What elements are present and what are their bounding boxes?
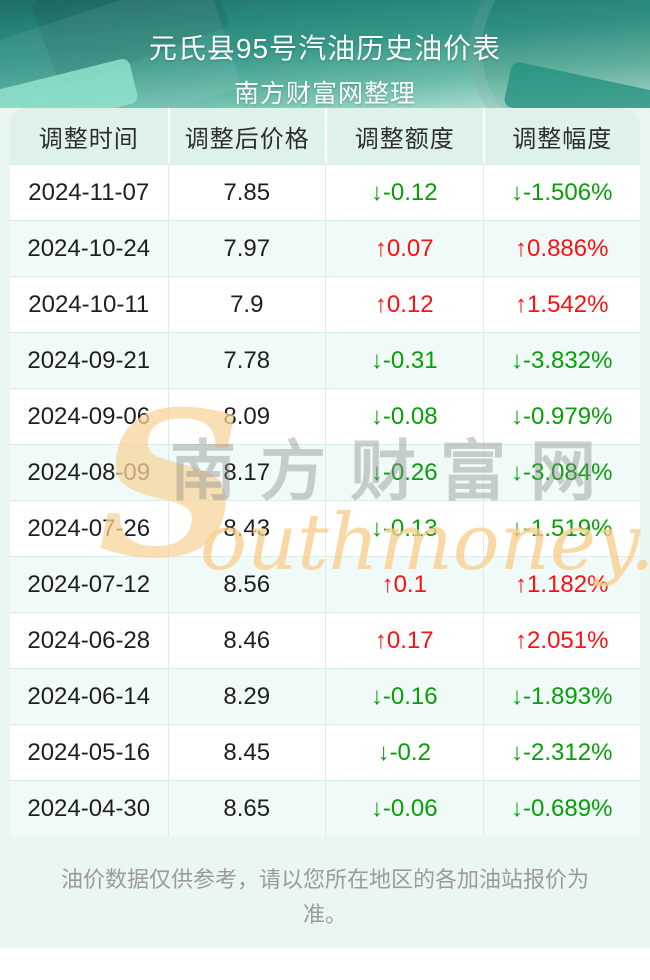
percent-cell: ↑2.051% bbox=[482, 612, 640, 668]
table-row: 2024-08-09 8.17 ↓-0.26 ↓-3.084% bbox=[10, 444, 640, 500]
table-row: 2024-06-28 8.46 ↑0.17 ↑2.051% bbox=[10, 612, 640, 668]
column-header-1: 调整时间 bbox=[10, 108, 168, 164]
percent-cell: ↓-3.832% bbox=[482, 332, 640, 388]
date-cell: 2024-11-07 bbox=[10, 164, 168, 220]
oil-price-history-table: 调整时间 调整后价格 调整额度 调整幅度 2024-11-07 7.85 ↓-0.12 ↓-… bbox=[10, 108, 640, 836]
change-cell: ↓-0.13 bbox=[325, 500, 483, 556]
change-cell: ↑0.07 bbox=[325, 220, 483, 276]
percent-cell: ↑0.886% bbox=[482, 220, 640, 276]
table-row: 2024-09-06 8.09 ↓-0.08 ↓-0.979% bbox=[10, 388, 640, 444]
date-cell: 2024-10-24 bbox=[10, 220, 168, 276]
disclaimer-text: 油价数据仅供参考，请以您所在地区的各加油站报价为准。 bbox=[60, 867, 589, 927]
change-cell: ↓-0.06 bbox=[325, 780, 483, 836]
change-cell: ↓-0.2 bbox=[325, 724, 483, 780]
table-row: 2024-04-30 8.65 ↓-0.06 ↓-0.689% bbox=[10, 780, 640, 836]
change-cell: ↑0.1 bbox=[325, 556, 483, 612]
price-cell: 8.65 bbox=[167, 780, 325, 836]
change-cell: ↓-0.31 bbox=[325, 332, 483, 388]
price-cell: 8.29 bbox=[167, 668, 325, 724]
price-cell: 8.56 bbox=[167, 556, 325, 612]
table-row: 2024-06-14 8.29 ↓-0.16 ↓-1.893% bbox=[10, 668, 640, 724]
table-row: 2024-07-12 8.56 ↑0.1 ↑1.182% bbox=[10, 556, 640, 612]
table-row: 2024-10-11 7.9 ↑0.12 ↑1.542% bbox=[10, 276, 640, 332]
percent-cell: ↓-0.979% bbox=[482, 388, 640, 444]
percent-cell: ↓-3.084% bbox=[482, 444, 640, 500]
price-table-card: 调整时间 调整后价格 调整额度 调整幅度 2024-11-07 7.85 ↓-0.12 ↓-… bbox=[10, 108, 640, 836]
date-cell: 2024-10-11 bbox=[10, 276, 168, 332]
column-header-3: 调整额度 bbox=[325, 108, 483, 164]
date-cell: 2024-05-16 bbox=[10, 724, 168, 780]
percent-cell: ↑1.542% bbox=[482, 276, 640, 332]
date-cell: 2024-08-09 bbox=[10, 444, 168, 500]
date-cell: 2024-06-14 bbox=[10, 668, 168, 724]
date-cell: 2024-09-06 bbox=[10, 388, 168, 444]
change-cell: ↓-0.12 bbox=[325, 164, 483, 220]
price-cell: 7.85 bbox=[167, 164, 325, 220]
table-row: 2024-09-21 7.78 ↓-0.31 ↓-3.832% bbox=[10, 332, 640, 388]
price-cell: 8.09 bbox=[167, 388, 325, 444]
change-cell: ↓-0.08 bbox=[325, 388, 483, 444]
percent-cell: ↓-1.893% bbox=[482, 668, 640, 724]
table-row: 2024-10-24 7.97 ↑0.07 ↑0.886% bbox=[10, 220, 640, 276]
change-cell: ↓-0.26 bbox=[325, 444, 483, 500]
price-cell: 7.9 bbox=[167, 276, 325, 332]
table-row: 2024-07-26 8.43 ↓-0.13 ↓-1.519% bbox=[10, 500, 640, 556]
price-cell: 8.17 bbox=[167, 444, 325, 500]
percent-cell: ↓-2.312% bbox=[482, 724, 640, 780]
percent-cell: ↓-0.689% bbox=[482, 780, 640, 836]
header-banner: 元氏县95号汽油历史油价表 南方财富网整理 bbox=[0, 0, 650, 108]
date-cell: 2024-06-28 bbox=[10, 612, 168, 668]
price-cell: 7.97 bbox=[167, 220, 325, 276]
change-cell: ↑0.17 bbox=[325, 612, 483, 668]
price-cell: 8.46 bbox=[167, 612, 325, 668]
price-cell: 8.45 bbox=[167, 724, 325, 780]
percent-cell: ↓-1.506% bbox=[482, 164, 640, 220]
percent-cell: ↑1.182% bbox=[482, 556, 640, 612]
change-cell: ↑0.12 bbox=[325, 276, 483, 332]
table-header-row: 调整时间 调整后价格 调整额度 调整幅度 bbox=[10, 108, 640, 164]
price-cell: 8.43 bbox=[167, 500, 325, 556]
date-cell: 2024-04-30 bbox=[10, 780, 168, 836]
date-cell: 2024-07-26 bbox=[10, 500, 168, 556]
column-header-2: 调整后价格 bbox=[167, 108, 325, 164]
price-cell: 7.78 bbox=[167, 332, 325, 388]
percent-cell: ↓-1.519% bbox=[482, 500, 640, 556]
table-row: 2024-11-07 7.85 ↓-0.12 ↓-1.506% bbox=[10, 164, 640, 220]
date-cell: 2024-07-12 bbox=[10, 556, 168, 612]
date-cell: 2024-09-21 bbox=[10, 332, 168, 388]
table-row: 2024-05-16 8.45 ↓-0.2 ↓-2.312% bbox=[10, 724, 640, 780]
page-title: 元氏县95号汽油历史油价表 bbox=[148, 33, 502, 64]
change-cell: ↓-0.16 bbox=[325, 668, 483, 724]
column-header-4: 调整幅度 bbox=[482, 108, 640, 164]
bottom-white-strip bbox=[0, 948, 650, 980]
content-area: 调整时间 调整后价格 调整额度 调整幅度 2024-11-07 7.85 ↓-0.12 ↓-… bbox=[0, 108, 650, 948]
page-subtitle: 南方财富网整理 bbox=[233, 80, 416, 108]
